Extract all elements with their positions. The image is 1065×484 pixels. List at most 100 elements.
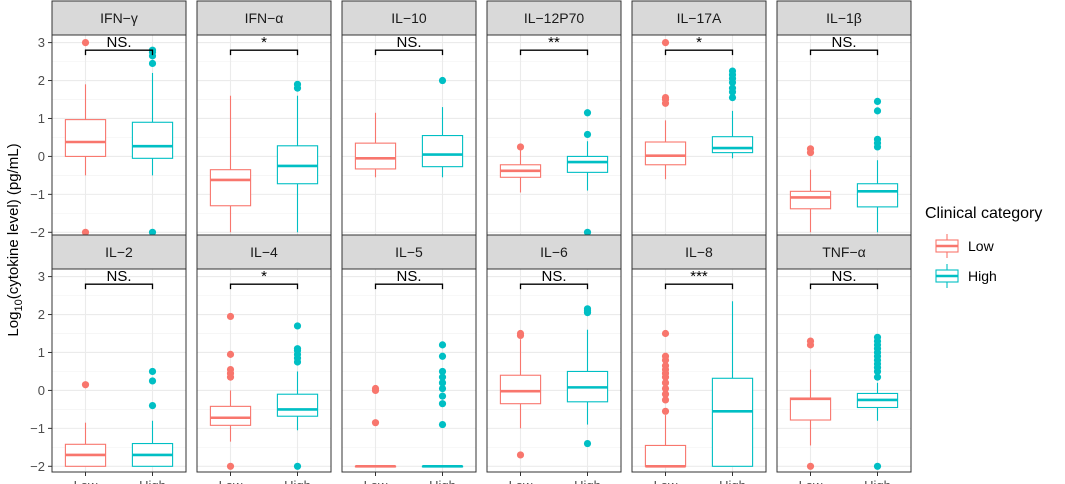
significance-label: NS.: [106, 268, 131, 285]
box-low: [354, 112, 397, 178]
facet-strip: [776, 234, 912, 270]
significance-label: **: [548, 34, 560, 51]
box-high: [566, 109, 609, 236]
outlier-point: [438, 392, 447, 400]
outlier-point: [438, 379, 447, 387]
outlier-point: [516, 143, 525, 151]
y-tick-label: 3: [38, 35, 45, 50]
outlier-point: [226, 312, 235, 321]
y-tick-label: 0: [38, 383, 45, 398]
box-iqr: [789, 190, 832, 210]
facet-strip: [51, 0, 187, 36]
outlier-point: [438, 384, 447, 393]
plot-area: [777, 269, 911, 472]
significance-label: NS.: [831, 268, 856, 285]
outlier-point: [516, 329, 525, 338]
box-iqr: [856, 183, 899, 208]
facet-title: IL−6: [540, 244, 568, 260]
plot-area: [487, 35, 621, 238]
x-tick-label: High: [139, 478, 166, 484]
panel-border: [486, 268, 622, 473]
outlier-point: [148, 59, 157, 68]
significance-bracket: [229, 49, 299, 56]
box-high: [421, 341, 464, 468]
box-low: [789, 337, 832, 470]
legend-item-low: Low: [935, 234, 995, 258]
panel-border: [631, 268, 767, 473]
outlier-point: [661, 390, 670, 398]
outlier-point: [661, 362, 670, 370]
outlier-point: [148, 377, 157, 385]
significance-label: *: [261, 268, 267, 285]
facet-title: IFN−γ: [100, 10, 138, 26]
y-axis-label: Log10(cytokine level) (pg/mL): [5, 143, 25, 336]
box-iqr: [711, 377, 754, 467]
significance-bracket: [84, 49, 154, 56]
box-low: [644, 329, 687, 468]
plot-area: [197, 269, 331, 472]
panel-border: [196, 268, 332, 473]
outlier-point: [583, 305, 592, 313]
outlier-point: [806, 337, 815, 345]
significance-label: *: [696, 34, 702, 51]
significance-bracket: [664, 283, 734, 290]
significance-bracket: [84, 283, 154, 290]
x-tick-label: Low: [74, 478, 98, 484]
significance-bracket: [374, 49, 444, 56]
outlier-point: [438, 367, 447, 376]
outlier-point: [148, 228, 157, 236]
box-iqr: [711, 136, 754, 154]
significance-label: ***: [690, 268, 708, 285]
y-tick-label: 2: [38, 307, 45, 322]
outlier-point: [293, 462, 302, 470]
x-tick-label: Low: [799, 478, 823, 484]
outlier-point: [873, 462, 882, 470]
box-iqr: [421, 135, 464, 168]
outlier-point: [371, 419, 380, 427]
outlier-point: [873, 333, 882, 341]
box-low: [64, 381, 107, 467]
significance-bracket: [374, 283, 444, 290]
outlier-point: [226, 350, 235, 358]
facet-panel: IL−5 NS. Low High: [341, 234, 477, 484]
outlier-point: [661, 407, 670, 415]
outlier-point: [873, 135, 882, 143]
outlier-point: [81, 381, 90, 389]
outlier-point: [806, 462, 815, 470]
legend-item-high: High: [935, 264, 997, 288]
y-tick-label: −1: [30, 421, 45, 436]
x-tick-label: Low: [219, 478, 243, 484]
outlier-point: [661, 352, 670, 360]
legend-label: Low: [968, 238, 995, 254]
box-high: [711, 67, 754, 159]
panel-border: [341, 268, 477, 473]
plot-area: [487, 269, 621, 472]
outlier-point: [148, 401, 157, 410]
x-tick-label: High: [864, 478, 891, 484]
y-axis-label-suffix: (cytokine level) (pg/mL): [5, 143, 22, 299]
outlier-point: [661, 384, 670, 393]
outlier-point: [873, 107, 882, 115]
x-tick-label: High: [574, 478, 601, 484]
outlier-point: [371, 384, 380, 393]
facet-title: IL−2: [105, 244, 133, 260]
facet-title: IL−10: [391, 10, 427, 26]
box-high: [856, 97, 899, 233]
significance-bracket: [664, 49, 734, 56]
facet-panel: IL−2 NS. −2 −1 0 1 2 3 Low High: [30, 234, 187, 484]
outlier-point: [661, 38, 670, 47]
facet-title: IL−8: [685, 244, 713, 260]
facet-panel: IL−8 *** Low High: [631, 234, 767, 484]
y-tick-label: 0: [38, 149, 45, 164]
outlier-point: [728, 94, 737, 102]
significance-label: NS.: [541, 268, 566, 285]
facet-strip: [341, 234, 477, 270]
x-tick-label: High: [284, 478, 311, 484]
outlier-point: [81, 38, 90, 47]
box-low: [499, 143, 542, 193]
box-high: [131, 367, 174, 467]
significance-label: *: [261, 34, 267, 51]
y-tick-label: 2: [38, 73, 45, 88]
